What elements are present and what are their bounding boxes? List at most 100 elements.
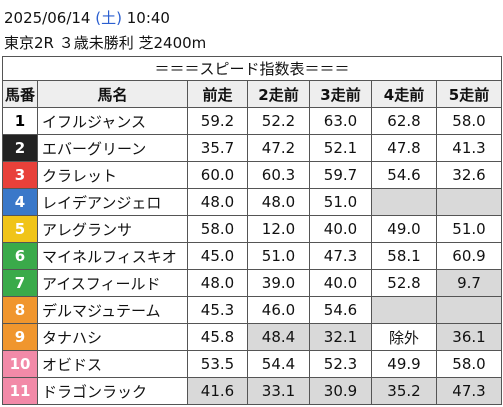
- table-row: 3 クラレット 60.0 60.3 59.7 54.6 32.6: [2, 161, 503, 189]
- speed-score: 63.0: [309, 107, 372, 135]
- table-row: 5 アレグランサ 58.0 12.0 40.0 49.0 51.0: [2, 215, 503, 243]
- horse-name: デルマジュテーム: [37, 296, 188, 324]
- speed-score: 33.1: [247, 377, 310, 405]
- speed-score: 40.0: [309, 215, 372, 243]
- speed-score: [435, 188, 503, 216]
- horse-name: イフルジャンス: [37, 107, 188, 135]
- speed-score: [371, 188, 437, 216]
- speed-score: 52.2: [247, 107, 310, 135]
- speed-score: 53.5: [187, 350, 248, 378]
- table-row: 10 オビドス 53.5 54.4 52.3 49.9 58.0: [2, 350, 503, 378]
- speed-score: 52.1: [309, 134, 372, 162]
- horse-name: ドラゴンラック: [37, 377, 188, 405]
- speed-score: 60.9: [435, 242, 503, 270]
- speed-score: [435, 296, 503, 324]
- horse-number: 2: [2, 134, 38, 162]
- horse-name: レイデアンジェロ: [37, 188, 188, 216]
- horse-name: エバーグリーン: [37, 134, 188, 162]
- header-line: 2025/06/14 (土) 10:40: [4, 7, 170, 28]
- speed-score: 51.0: [309, 188, 372, 216]
- column-header: 2走前: [247, 80, 310, 108]
- speed-score: 32.6: [435, 161, 503, 189]
- column-header: 前走: [187, 80, 248, 108]
- speed-score: 58.0: [187, 215, 248, 243]
- speed-score: 62.8: [371, 107, 437, 135]
- speed-score: 49.0: [371, 215, 437, 243]
- table-row: 6 マイネルフィスキオ 45.0 51.0 47.3 58.1 60.9: [2, 242, 503, 270]
- table-row: 9 タナハシ 45.8 48.4 32.1 除外 36.1: [2, 323, 503, 351]
- horse-number: 11: [2, 377, 38, 405]
- race-info: 東京2R ３歳未勝利 芝2400m: [4, 34, 207, 52]
- speed-score: 51.0: [247, 242, 310, 270]
- speed-score: 51.0: [435, 215, 503, 243]
- speed-score: 54.4: [247, 350, 310, 378]
- speed-score: 46.0: [247, 296, 310, 324]
- speed-score: 54.6: [309, 296, 372, 324]
- speed-score: 45.8: [187, 323, 248, 351]
- table-title: ＝＝＝スピード指数表＝＝＝: [1, 56, 503, 81]
- horse-number: 7: [2, 269, 38, 297]
- speed-score: 47.2: [247, 134, 310, 162]
- speed-score: 60.0: [187, 161, 248, 189]
- speed-score: 48.0: [187, 269, 248, 297]
- speed-score: 47.8: [371, 134, 437, 162]
- horse-name: アレグランサ: [37, 215, 188, 243]
- column-header: 馬名: [37, 80, 188, 108]
- speed-score: 48.4: [247, 323, 310, 351]
- speed-score: 58.0: [435, 350, 503, 378]
- speed-score: 9.7: [435, 269, 503, 297]
- weekday: (土): [95, 9, 122, 27]
- speed-score: 40.0: [309, 269, 372, 297]
- horse-number: 9: [2, 323, 38, 351]
- horse-number: 10: [2, 350, 38, 378]
- speed-score: 58.1: [371, 242, 437, 270]
- column-header: 4走前: [371, 80, 437, 108]
- table-row: 2 エバーグリーン 35.7 47.2 52.1 47.8 41.3: [2, 134, 503, 162]
- speed-score: 47.3: [435, 377, 503, 405]
- speed-score: 41.3: [435, 134, 503, 162]
- column-header: 5走前: [435, 80, 503, 108]
- speed-score: 32.1: [309, 323, 372, 351]
- table-row: 11 ドラゴンラック 41.6 33.1 30.9 35.2 47.3: [2, 377, 503, 405]
- horse-name: タナハシ: [37, 323, 188, 351]
- speed-score: 52.8: [371, 269, 437, 297]
- table-row: 8 デルマジュテーム 45.3 46.0 54.6: [2, 296, 503, 324]
- speed-score: 52.3: [309, 350, 372, 378]
- horse-name: アイスフィールド: [37, 269, 188, 297]
- speed-score: 除外: [371, 323, 437, 351]
- speed-table: ＝＝＝スピード指数表＝＝＝ 馬番 馬名 前走 2走前 3走前 4走前 5走前 1 イフルジャン…: [1, 56, 503, 405]
- speed-score: 48.0: [247, 188, 310, 216]
- speed-score: 45.0: [187, 242, 248, 270]
- horse-name: クラレット: [37, 161, 188, 189]
- speed-score: 48.0: [187, 188, 248, 216]
- speed-score: 49.9: [371, 350, 437, 378]
- speed-score: 12.0: [247, 215, 310, 243]
- horse-number: 5: [2, 215, 38, 243]
- speed-score: 59.2: [187, 107, 248, 135]
- time: 10:40: [126, 9, 170, 27]
- speed-score: 58.0: [435, 107, 503, 135]
- speed-score: 30.9: [309, 377, 372, 405]
- horse-number: 3: [2, 161, 38, 189]
- table-row: 7 アイスフィールド 48.0 39.0 40.0 52.8 9.7: [2, 269, 503, 297]
- speed-score: 47.3: [309, 242, 372, 270]
- table-row: 4 レイデアンジェロ 48.0 48.0 51.0: [2, 188, 503, 216]
- table-row: 1 イフルジャンス 59.2 52.2 63.0 62.8 58.0: [2, 107, 503, 135]
- speed-score: 54.6: [371, 161, 437, 189]
- speed-score: 41.6: [187, 377, 248, 405]
- horse-number: 6: [2, 242, 38, 270]
- horse-name: オビドス: [37, 350, 188, 378]
- horse-number: 8: [2, 296, 38, 324]
- speed-score: 45.3: [187, 296, 248, 324]
- horse-number: 4: [2, 188, 38, 216]
- speed-score: 59.7: [309, 161, 372, 189]
- speed-score: 35.7: [187, 134, 248, 162]
- speed-score: 39.0: [247, 269, 310, 297]
- horse-name: マイネルフィスキオ: [37, 242, 188, 270]
- column-header: 馬番: [2, 80, 38, 108]
- speed-score: 60.3: [247, 161, 310, 189]
- date: 2025/06/14: [4, 9, 91, 27]
- speed-score: 36.1: [435, 323, 503, 351]
- horse-number: 1: [2, 107, 38, 135]
